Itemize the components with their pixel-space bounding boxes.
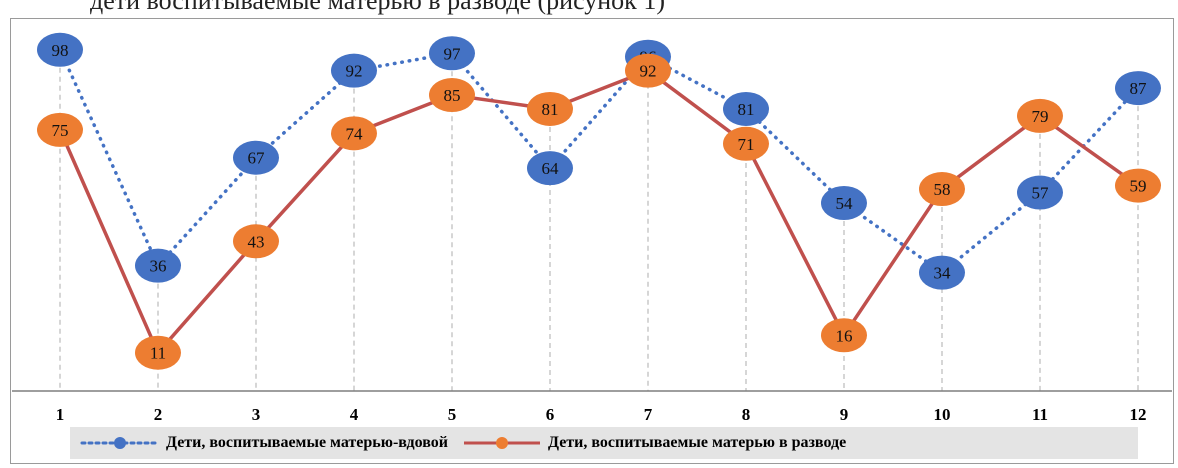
data-point: [919, 172, 965, 207]
series-points: 9836679297649681543457877511437485819271…: [37, 32, 1161, 370]
x-tick-label: 10: [934, 405, 951, 424]
x-tick-label: 1: [56, 405, 65, 424]
data-label: 98: [52, 41, 69, 60]
x-tick-label: 5: [448, 405, 457, 424]
data-label: 85: [444, 86, 461, 105]
data-point: [625, 53, 671, 88]
data-point: [233, 224, 279, 259]
data-label: 59: [1130, 177, 1147, 196]
data-point: [527, 151, 573, 186]
x-tick-labels: 1 2 3 4 5 6 7 8 9 10 11 12: [56, 405, 1147, 424]
data-point: [821, 318, 867, 353]
data-point: [1017, 98, 1063, 133]
data-point: [429, 36, 475, 71]
x-tick-label: 7: [644, 405, 653, 424]
data-point: [233, 140, 279, 175]
data-point: [723, 91, 769, 126]
page-header-text: дети воспитываемые матерью в разводе (ри…: [0, 0, 1178, 16]
series-lines: [58, 48, 1140, 355]
data-label: 81: [738, 100, 755, 119]
data-label: 75: [52, 121, 69, 140]
data-label: 64: [542, 159, 560, 178]
data-label: 54: [836, 194, 854, 213]
data-label: 36: [150, 257, 167, 276]
x-tick-label: 4: [350, 405, 359, 424]
series-line-2: [58, 68, 1140, 355]
legend-label-series-1: Дети, воспитываемые матерью-вдовой: [166, 434, 448, 451]
data-point: [1115, 168, 1161, 203]
data-point: [37, 32, 83, 67]
x-tick-label: 8: [742, 405, 751, 424]
data-point: [919, 255, 965, 290]
x-tick-label: 11: [1032, 405, 1048, 424]
legend-marker-solid-orange: [463, 437, 540, 449]
data-point: [331, 53, 377, 88]
data-label: 79: [1032, 107, 1049, 126]
data-label: 97: [444, 44, 462, 63]
data-point: [723, 126, 769, 161]
data-label: 16: [836, 326, 853, 345]
legend-label-series-2: Дети, воспитываемые матерью в разводе: [547, 434, 847, 451]
data-point: [527, 91, 573, 126]
x-tick-label: 12: [1130, 405, 1147, 424]
header-text: дети воспитываемые матерью в разводе (ри…: [90, 0, 665, 15]
data-point: [135, 248, 181, 283]
data-label: 71: [738, 135, 755, 154]
x-tick-label: 2: [154, 405, 163, 424]
data-label: 11: [150, 344, 166, 363]
data-label: 92: [640, 62, 657, 81]
data-label: 43: [248, 232, 265, 251]
x-tick-label: 6: [546, 405, 555, 424]
legend: Дети, воспитываемые матерью-вдовой Дети,…: [70, 427, 1138, 459]
x-tick-label: 3: [252, 405, 261, 424]
data-point: [37, 112, 83, 147]
legend-item-series-1: Дети, воспитываемые матерью-вдовой: [80, 434, 448, 452]
data-point: [1115, 71, 1161, 106]
data-label: 92: [346, 62, 363, 81]
legend-item-series-2: Дети, воспитываемые матерью в разводе: [462, 434, 846, 452]
series-line-1: [58, 48, 1140, 275]
data-label: 58: [934, 180, 951, 199]
drop-lines: [59, 49, 1139, 391]
data-point: [331, 116, 377, 151]
data-label: 34: [934, 264, 952, 283]
data-label: 87: [1130, 79, 1148, 98]
data-label: 67: [248, 149, 266, 168]
data-point: [821, 185, 867, 220]
legend-marker-dotted-blue: [80, 437, 160, 449]
data-point: [429, 78, 475, 113]
data-label: 74: [346, 124, 364, 143]
data-point: [1017, 175, 1063, 210]
data-point: [135, 335, 181, 370]
data-label: 57: [1032, 184, 1050, 203]
data-label: 81: [542, 100, 559, 119]
x-tick-label: 9: [840, 405, 849, 424]
